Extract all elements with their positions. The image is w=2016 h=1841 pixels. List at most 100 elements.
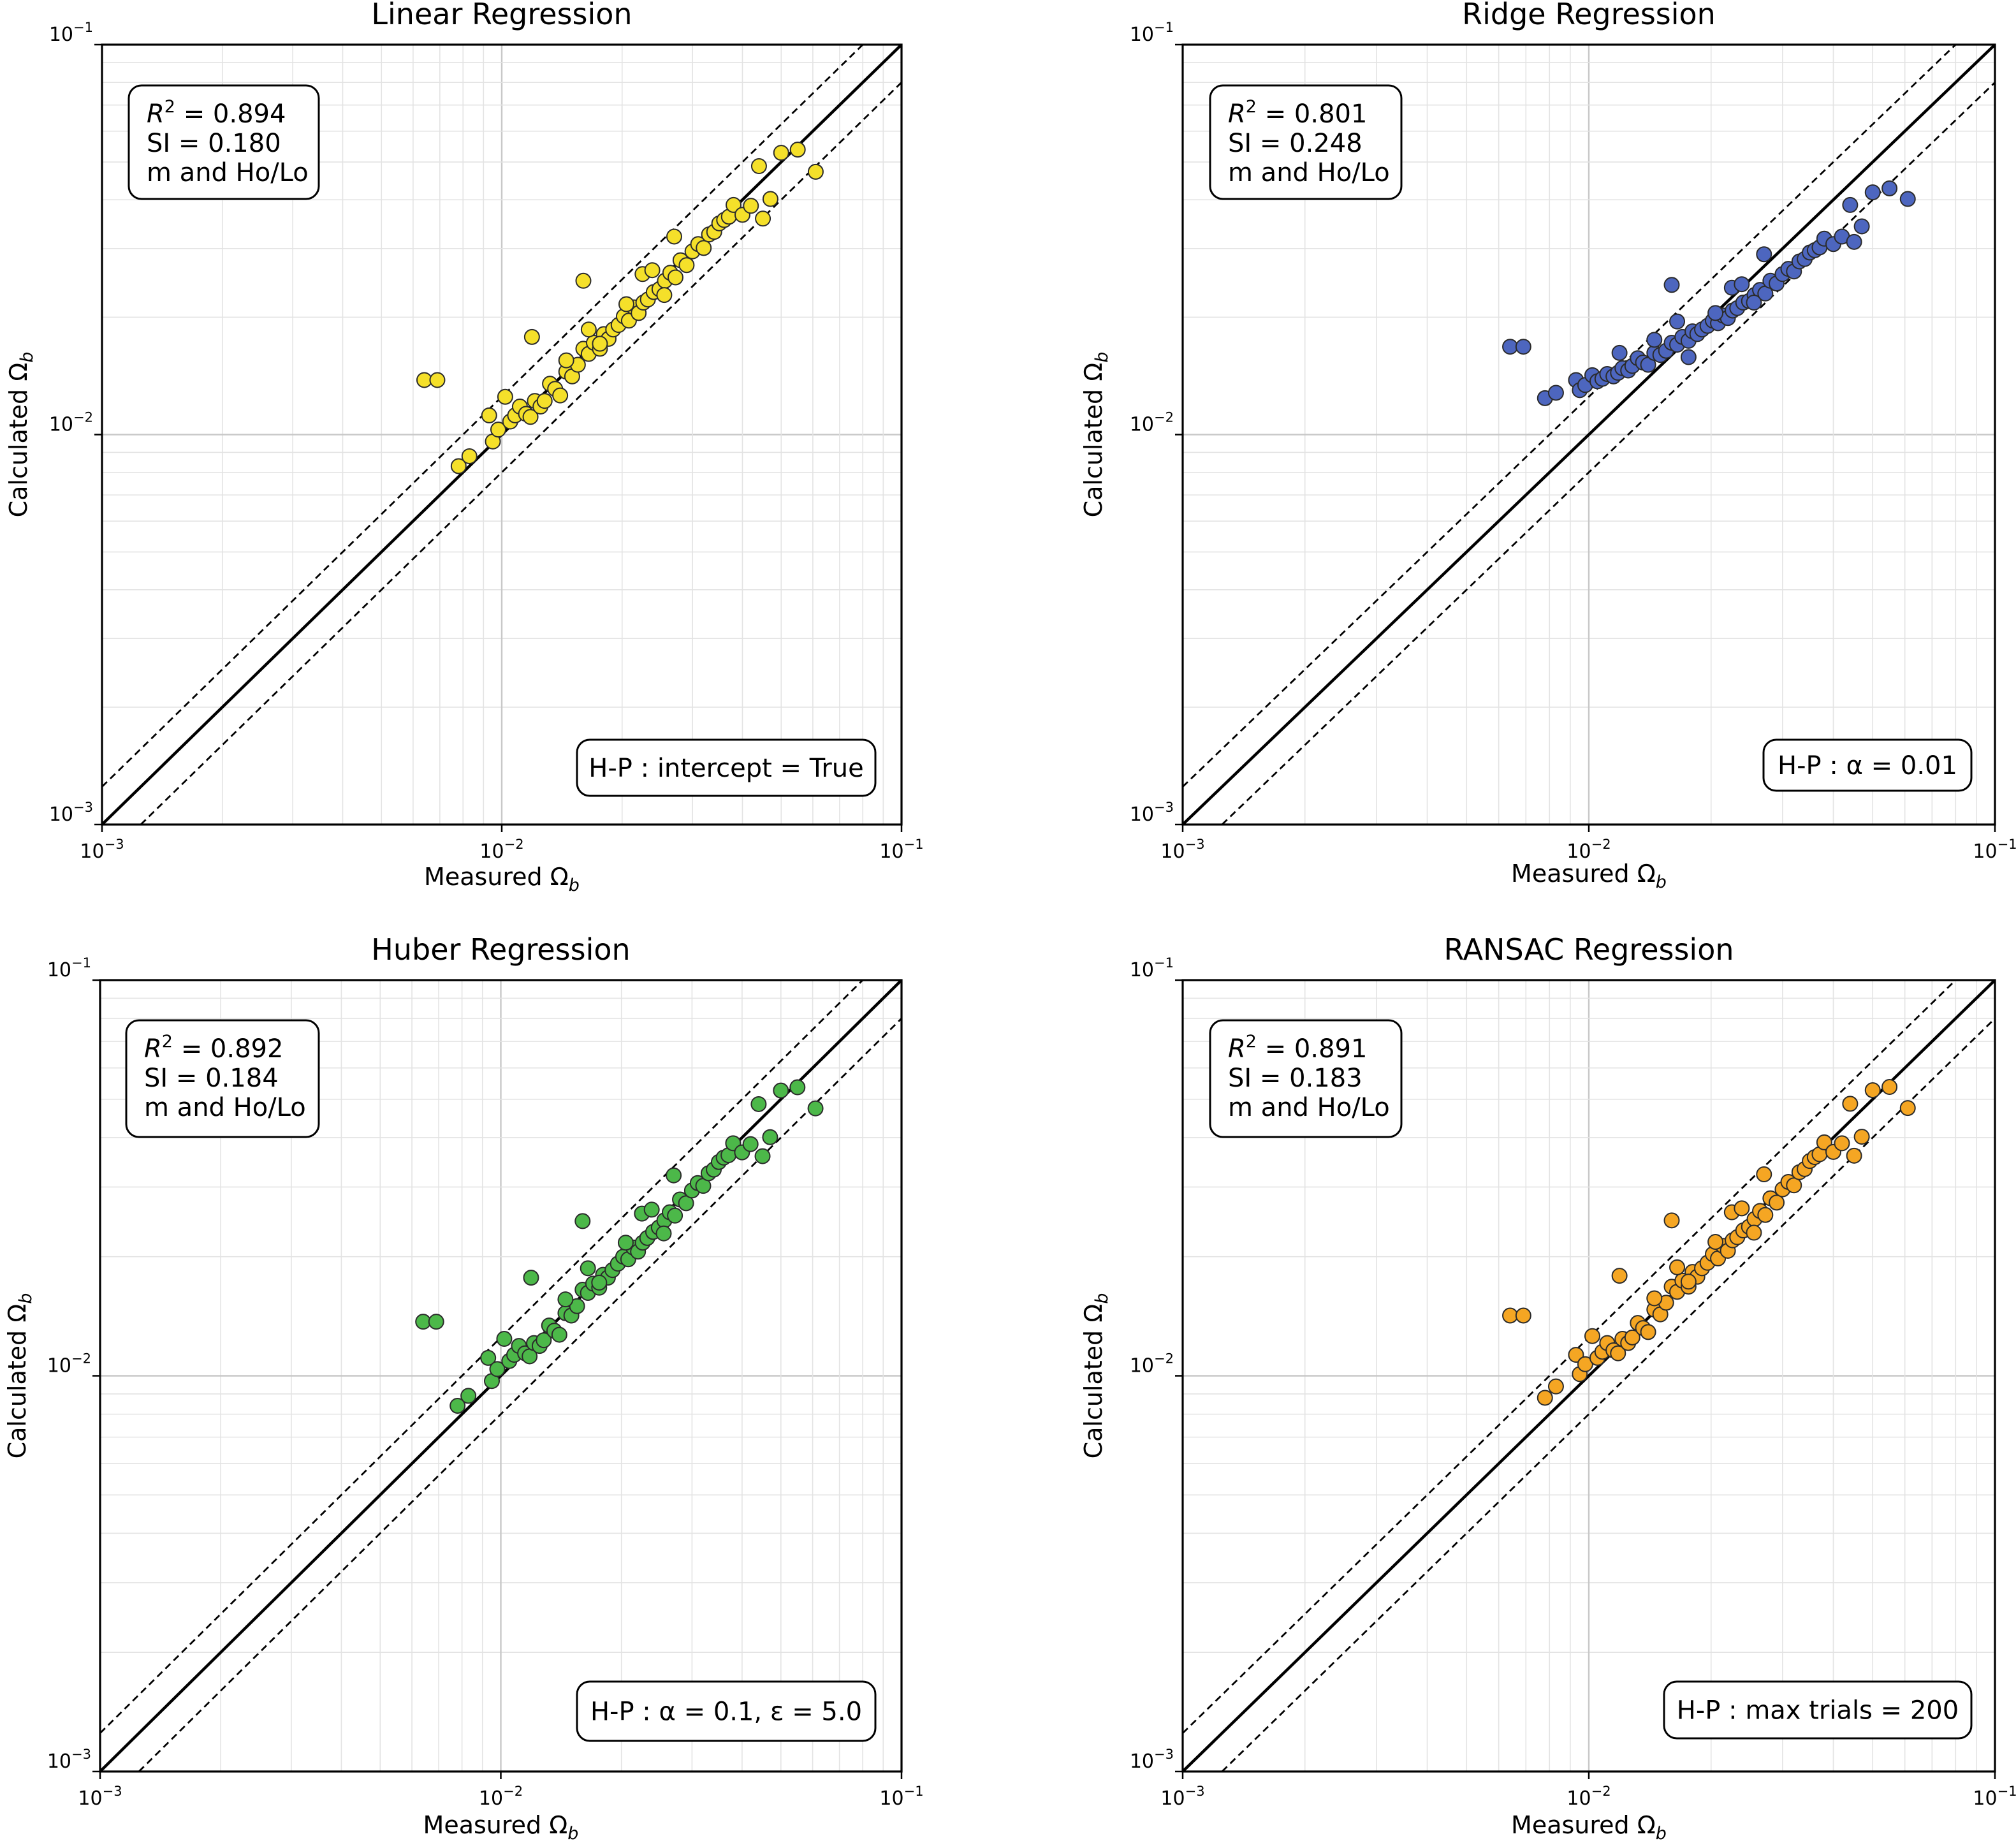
y-axis-label: Calculated Ωb (3, 1293, 36, 1459)
data-point (655, 1225, 672, 1242)
panel-2: 10−3 10−3 10−2 10−2 10−1 10−1 Ridge Regression… (1079, 0, 2016, 892)
chart-title: Linear Regression (371, 0, 632, 31)
data-point (743, 198, 759, 214)
data-point (461, 448, 478, 464)
y-tick-label: 10−2 (47, 1351, 91, 1377)
x-tick-label: 10−1 (879, 1784, 923, 1810)
data-point (1547, 1378, 1564, 1395)
data-point (557, 1291, 574, 1308)
y-tick-label: 10−3 (1130, 1747, 1174, 1773)
x-tick-label: 10−3 (1160, 837, 1204, 863)
data-point (750, 158, 767, 175)
data-point (592, 335, 608, 352)
chart-title: RANSAC Regression (1443, 932, 1734, 967)
x-tick-label: 10−3 (80, 837, 124, 863)
data-point (754, 1148, 771, 1164)
stats-box (1209, 1019, 1403, 1138)
data-point (1680, 349, 1697, 365)
y-tick-label: 10−1 (47, 955, 91, 981)
data-point (1899, 191, 1916, 207)
data-point (1746, 295, 1762, 311)
data-point (1864, 184, 1881, 201)
data-point (449, 1397, 466, 1414)
x-axis-label: Measured Ωb (1511, 1811, 1667, 1841)
r2-value: R2 = 0.801 (1228, 97, 1367, 129)
data-point (1663, 1212, 1680, 1229)
data-point (1769, 1194, 1785, 1211)
data-point (428, 1314, 444, 1330)
data-point (536, 393, 553, 409)
data-point (1846, 233, 1862, 250)
x-tick-label: 10−2 (479, 837, 523, 863)
data-point (762, 1129, 778, 1145)
data-point (773, 1082, 789, 1099)
data-point (1640, 1324, 1656, 1340)
data-point (1707, 305, 1724, 321)
data-point (489, 1361, 506, 1377)
data-point (1669, 313, 1686, 330)
data-point (667, 269, 683, 286)
x-tick-label: 10−2 (479, 1784, 523, 1810)
data-point (762, 191, 778, 207)
data-point (678, 1195, 694, 1212)
data-points (1502, 1079, 1916, 1406)
data-point (1646, 332, 1663, 348)
stats-box (1209, 84, 1403, 200)
data-point (522, 409, 539, 425)
x-tick-label: 10−3 (78, 1784, 122, 1810)
lower-bound-line (140, 82, 902, 826)
hyperparameter-box (1762, 738, 1973, 792)
data-point (667, 1207, 683, 1224)
data-point (1669, 1259, 1686, 1275)
data-point (1611, 1268, 1628, 1284)
data-point (1547, 385, 1564, 401)
x-axis-label: Measured Ωb (1511, 860, 1667, 892)
data-point (617, 1235, 634, 1251)
stats-box (125, 1019, 320, 1138)
data-point (450, 458, 467, 474)
data-point (1881, 1079, 1898, 1096)
lower-bound-line (138, 1018, 902, 1772)
data-point (742, 1136, 759, 1152)
data-point (1756, 1166, 1772, 1183)
data-point (696, 240, 712, 256)
y-axis-label: Calculated Ωb (4, 352, 37, 518)
data-point (1846, 1147, 1862, 1164)
x-tick-label: 10−1 (1973, 837, 2016, 863)
data-point (644, 262, 661, 279)
data-point (558, 352, 574, 369)
data-point (1584, 1328, 1600, 1344)
data-point (807, 163, 824, 180)
input-features: m and Ho/Lo (1228, 1093, 1390, 1122)
data-point (1853, 218, 1870, 235)
data-point (1624, 1329, 1640, 1346)
y-tick-label: 10−1 (49, 20, 93, 46)
si-value: SI = 0.184 (144, 1064, 279, 1093)
data-point (618, 296, 634, 312)
data-point (755, 210, 771, 227)
data-point (551, 1326, 567, 1343)
data-point (1842, 196, 1859, 213)
x-tick-label: 10−3 (1160, 1784, 1204, 1810)
data-point (1842, 1096, 1859, 1112)
y-tick-label: 10−3 (49, 800, 93, 826)
data-point (580, 1260, 596, 1277)
hyperparameter-text: H-P : α = 0.01 (1778, 751, 1957, 781)
y-tick-label: 10−1 (1130, 955, 1174, 981)
data-point (1502, 1307, 1519, 1324)
data-point (1568, 1347, 1584, 1363)
data-points (416, 142, 824, 474)
data-points (415, 1079, 824, 1414)
data-point (1537, 1390, 1553, 1406)
y-axis-label: Calculated Ωb (1079, 1293, 1112, 1459)
data-point (656, 287, 673, 304)
data-point (1757, 1207, 1774, 1223)
data-point (1853, 1129, 1870, 1145)
hyperparameter-text: H-P : α = 0.1, ε = 5.0 (590, 1698, 862, 1727)
data-point (1610, 1345, 1626, 1361)
stats-box (128, 84, 320, 200)
input-features: m and Ho/Lo (144, 1093, 306, 1122)
data-point (1734, 1200, 1750, 1217)
data-point (1834, 1135, 1850, 1152)
panel-3: 10−3 10−3 10−2 10−2 10−1 10−1 Huber Regression… (3, 932, 924, 1841)
